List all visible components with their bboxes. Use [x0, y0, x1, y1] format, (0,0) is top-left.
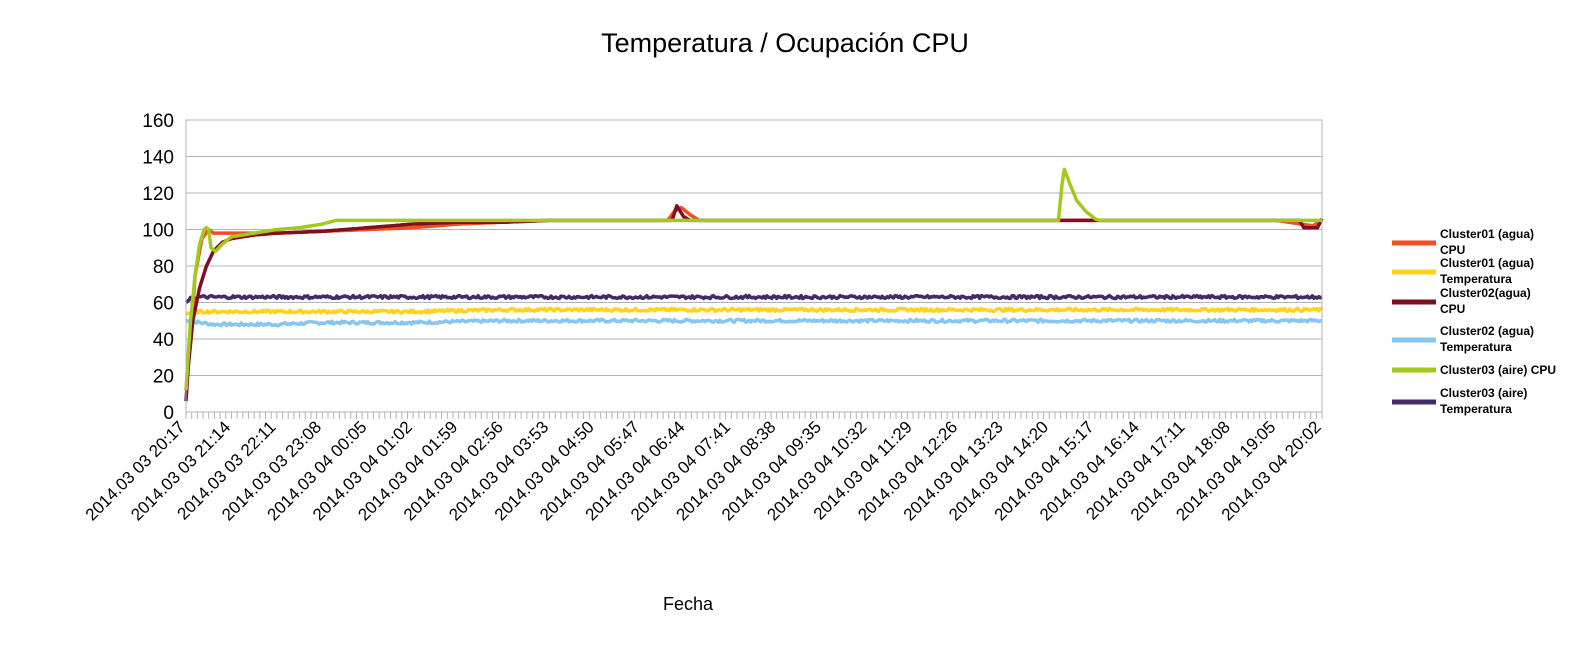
- legend-label: Cluster03 (aire) CPU: [1440, 363, 1556, 377]
- series-line: [185, 306, 1324, 316]
- legend-label: Cluster01 (agua): [1440, 256, 1534, 270]
- series-lines: [184, 167, 1324, 402]
- legend-label: Temperatura: [1440, 402, 1512, 416]
- legend-label: Temperatura: [1440, 340, 1512, 354]
- series-line: [184, 167, 1323, 391]
- y-tick-label: 120: [142, 184, 174, 205]
- grid: [186, 119, 1322, 413]
- y-tick-label: 140: [142, 148, 174, 169]
- legend-label: CPU: [1440, 243, 1465, 257]
- series-line: [184, 204, 1324, 402]
- legend-label: Cluster03 (aire): [1440, 386, 1527, 400]
- legend-label: Cluster02(agua): [1440, 286, 1531, 300]
- x-axis-label: Fecha: [663, 594, 714, 614]
- y-tick-label: 0: [163, 403, 174, 424]
- y-tick-label: 160: [142, 111, 174, 132]
- y-tick-label: 40: [153, 330, 174, 351]
- legend-label: Cluster01 (agua): [1440, 227, 1534, 241]
- y-tick-label: 80: [153, 257, 174, 278]
- series-line: [185, 317, 1323, 328]
- y-tick-label: 100: [142, 221, 174, 242]
- legend-label: CPU: [1440, 302, 1465, 316]
- legend-label: Temperatura: [1440, 272, 1512, 286]
- y-tick-label: 20: [153, 367, 174, 388]
- chart-title: Temperatura / Ocupación CPU: [601, 28, 969, 58]
- y-axis-ticks: 0 20 40 60 80 100 120 140 160: [142, 111, 174, 424]
- y-tick-label: 60: [153, 294, 174, 315]
- series-line: [184, 293, 1323, 304]
- legend-label: Cluster02 (agua): [1440, 324, 1534, 338]
